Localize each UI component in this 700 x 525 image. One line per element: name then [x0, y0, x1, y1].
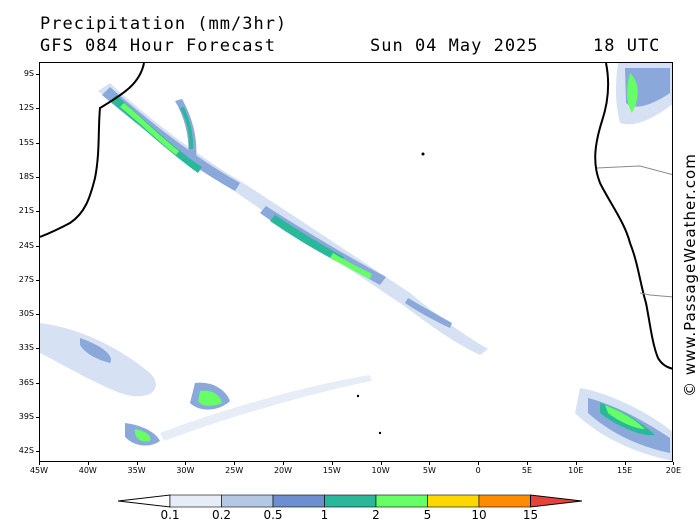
colorbar-max-arrow — [530, 494, 582, 508]
lon-label: 20W — [273, 466, 293, 475]
colorbar-label: 0.2 — [211, 508, 232, 522]
lat-tick — [36, 245, 39, 247]
forecast-time: 18 UTC — [593, 36, 661, 56]
precipitation-map — [39, 62, 673, 462]
lon-tick — [331, 462, 333, 465]
lat-label: 18S — [18, 171, 34, 181]
lon-tick — [478, 462, 480, 465]
colorbar — [118, 494, 582, 508]
lat-tick — [36, 176, 39, 178]
colorbar-label: 5 — [423, 508, 432, 522]
island-gough — [378, 431, 382, 435]
lon-tick — [234, 462, 236, 465]
border-namibia — [596, 165, 672, 175]
coastline-brazil — [40, 63, 145, 238]
colorbar-segment — [375, 494, 428, 508]
lat-label: 27S — [18, 274, 34, 284]
colorbar-label: 0.1 — [160, 508, 180, 522]
chart-title: Precipitation (mm/3hr) — [40, 14, 288, 34]
lat-label: 9S — [23, 69, 34, 78]
lon-tick — [527, 462, 528, 465]
lon-tick — [624, 462, 626, 465]
colorbar-segment — [221, 494, 274, 508]
lat-tick — [36, 451, 39, 453]
lat-tick — [36, 382, 39, 384]
lat-tick — [36, 314, 39, 316]
lat-tick — [36, 417, 39, 418]
lon-label: 0 — [475, 466, 481, 475]
lon-label: 20E — [665, 466, 682, 475]
island-st-helena — [421, 152, 425, 156]
lon-label: 45W — [29, 466, 49, 475]
lon-label: 10E — [568, 466, 584, 475]
lat-label: 42S — [18, 446, 34, 456]
watermark: © www.PassageWeather.com — [681, 153, 699, 397]
colorbar-segment — [324, 494, 377, 508]
lon-label: 25W — [225, 466, 244, 475]
lat-label: 12S — [18, 103, 34, 113]
rain-patch-southeast — [575, 388, 672, 461]
lon-label: 35W — [127, 466, 146, 475]
lon-tick — [380, 462, 382, 465]
colorbar-label: 15 — [522, 508, 539, 522]
lat-label: 36S — [18, 377, 34, 387]
lat-label: 24S — [18, 240, 34, 250]
lat-tick — [36, 279, 39, 281]
colorbar-segment — [272, 494, 325, 508]
colorbar-label: 10 — [471, 508, 487, 522]
rain-band-main — [98, 83, 488, 410]
lon-tick — [136, 462, 138, 465]
lon-tick — [283, 462, 284, 465]
lon-tick — [575, 462, 577, 465]
lat-tick — [36, 108, 39, 110]
map-canvas — [40, 63, 672, 461]
border-south-africa — [639, 292, 672, 298]
lon-tick — [87, 462, 89, 465]
lat-label: 33S — [18, 343, 34, 353]
lon-tick — [673, 462, 675, 465]
lon-label: 30W — [176, 466, 195, 475]
lon-label: 15W — [322, 466, 341, 475]
lat-tick — [36, 142, 39, 144]
forecast-date: Sun 04 May 2025 — [370, 36, 539, 56]
colorbar-segment — [427, 494, 480, 508]
forecast-label: GFS 084 Hour Forecast — [40, 36, 276, 56]
rain-patch-southwest — [40, 323, 372, 446]
colorbar-label: 1 — [320, 508, 329, 522]
lat-tick — [36, 348, 39, 350]
colorbar-label: 0.5 — [263, 508, 283, 522]
colorbar-label: 2 — [372, 508, 380, 522]
lon-label: 10W — [371, 466, 390, 475]
lat-label: 21S — [18, 206, 34, 216]
rain-patch-angola — [615, 63, 672, 125]
watermark-container: © www.PassageWeather.com — [681, 150, 699, 400]
colorbar-segment — [478, 494, 531, 508]
lat-label: 39S — [18, 412, 34, 421]
colorbar-min-arrow — [118, 494, 171, 508]
colorbar-segment — [169, 494, 222, 508]
lon-label: 15E — [616, 466, 633, 475]
lon-tick — [39, 462, 40, 465]
lon-label: 40W — [78, 466, 97, 475]
lon-tick — [185, 462, 187, 465]
lon-tick — [429, 462, 431, 465]
island-tristan — [356, 394, 360, 398]
lat-label: 30S — [18, 309, 34, 319]
lon-label: 5W — [422, 466, 436, 475]
lat-tick — [36, 211, 39, 213]
lon-label: 5E — [521, 466, 533, 475]
lat-label: 15S — [18, 137, 34, 147]
lat-tick — [36, 74, 39, 75]
coastline-africa — [594, 63, 672, 370]
